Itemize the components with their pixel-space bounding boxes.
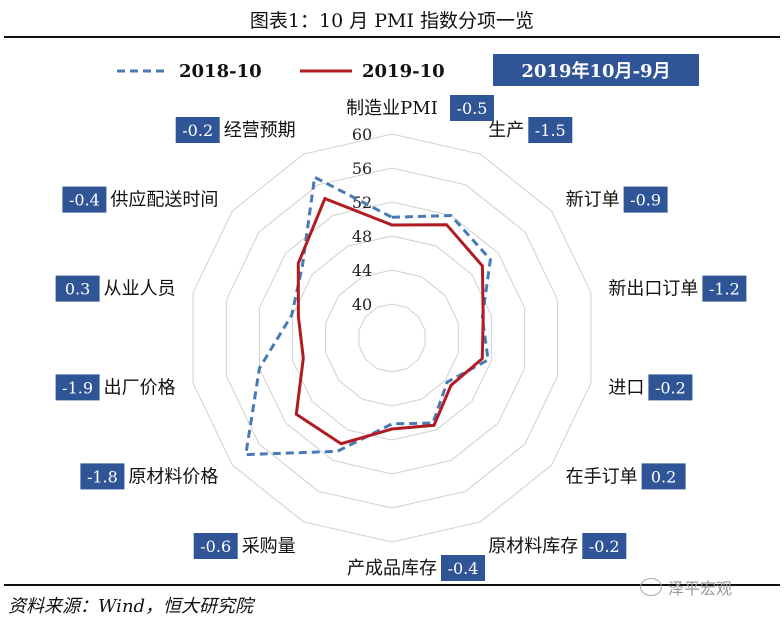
category-label: 产成品库存: [347, 558, 437, 579]
category-label: 原材料价格: [128, 466, 218, 487]
period-badge: 2019年10月-9月: [493, 54, 699, 86]
axis-tick-label: 56: [352, 159, 372, 178]
axis-tick-label: 40: [352, 295, 372, 314]
diff-badge-value: -0.4: [448, 559, 479, 578]
axis-tick-label: 48: [352, 227, 372, 246]
diff-badge-value: 0.3: [65, 280, 90, 299]
category-label: 原材料库存: [488, 536, 578, 557]
diff-badge-bg: [582, 533, 627, 559]
grid-ring-52: [258, 201, 526, 475]
series-2018-line: [244, 174, 492, 457]
category-label: 新订单: [566, 190, 620, 211]
diff-badge-value: -0.5: [457, 99, 488, 118]
top-rule: [4, 36, 780, 38]
category-label: 经营预期: [224, 120, 296, 141]
diff-badge-bg: [193, 533, 238, 559]
diff-badge-bg: [55, 374, 100, 401]
diff-badge-value: -0.2: [589, 537, 620, 556]
grid-ring-56: [225, 167, 559, 509]
category-label: 采购量: [242, 536, 296, 557]
category-label: 进口: [608, 377, 644, 398]
diff-badge-bg: [175, 117, 220, 143]
legend-dash-swatch: [117, 69, 169, 73]
axis-tick-label: 44: [352, 261, 372, 280]
diff-badge-bg: [648, 374, 693, 401]
chart-title: 图表1：10 月 PMI 指数分项一览: [249, 10, 535, 32]
diff-badge-bg: [441, 555, 485, 581]
category-label: 从业人员: [104, 279, 176, 300]
diff-badge-bg: [702, 275, 747, 302]
legend-label-2018: 2018-10: [179, 60, 262, 82]
diff-badge-bg: [450, 95, 494, 121]
source-note: 资料来源：Wind，恒大研究院: [8, 596, 254, 617]
diff-badge-bg: [80, 463, 125, 490]
grid-ring-60: [192, 133, 592, 543]
diff-badge-bg: [641, 463, 686, 490]
series-2019-line: [294, 196, 485, 446]
category-label: 制造业PMI: [346, 98, 438, 119]
grid-ring-44: [325, 269, 459, 407]
diff-badge-value: -1.9: [62, 378, 93, 397]
watermark-text: 泽平宏观: [668, 579, 733, 598]
category-label: 生产: [488, 120, 524, 141]
grid-ring-48: [292, 235, 492, 441]
category-label: 出厂价格: [104, 377, 176, 398]
diff-badge-value: -0.9: [630, 191, 661, 210]
legend-item-2019: 2019-10: [298, 58, 445, 84]
diff-badge-value: -1.2: [709, 280, 740, 299]
diff-badge-bg: [528, 117, 573, 143]
legend-label-2019: 2019-10: [362, 60, 445, 82]
bottom-rule: [4, 584, 780, 586]
category-label: 在手订单: [566, 466, 638, 487]
diff-badge-value: -0.6: [200, 537, 231, 556]
axis-tick-label: 60: [352, 125, 372, 144]
legend-solid-swatch: [300, 69, 352, 73]
category-label: 新出口订单: [608, 279, 698, 300]
category-label: 供应配送时间: [110, 190, 218, 211]
wechat-icon: [640, 578, 662, 596]
grid-ring-40: [358, 303, 426, 373]
diff-badge-value: -0.4: [69, 191, 100, 210]
diff-badge-value: -0.2: [182, 121, 213, 140]
diff-badge-bg: [62, 186, 107, 213]
diff-badge-value: 0.2: [651, 467, 676, 486]
diff-badge-value: -1.5: [535, 121, 566, 140]
legend-item-2018: 2018-10: [115, 58, 262, 84]
diff-badge-value: -0.2: [655, 378, 686, 397]
diff-badge-bg: [55, 275, 100, 302]
diff-badge-value: -1.8: [87, 467, 118, 486]
watermark: 泽平宏观: [640, 575, 732, 599]
diff-badge-bg: [623, 186, 668, 213]
